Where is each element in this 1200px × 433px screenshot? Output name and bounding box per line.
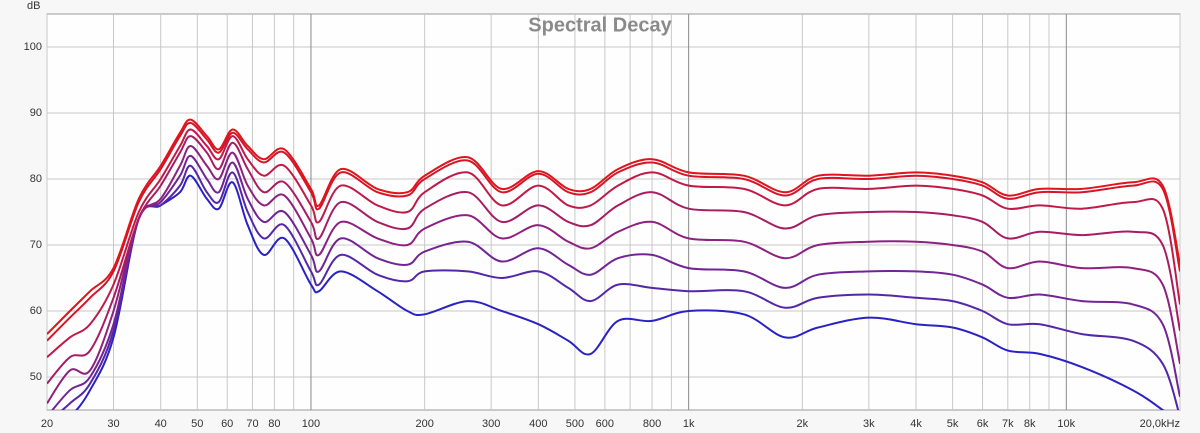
x-tick-label: 5k xyxy=(947,418,959,430)
y-tick-label: 70 xyxy=(30,239,42,251)
x-tick-label: 800 xyxy=(643,418,661,430)
x-tick-label: 30 xyxy=(107,418,119,430)
chart-title: Spectral Decay xyxy=(528,14,672,36)
x-tick-label: 70 xyxy=(246,418,258,430)
y-tick-label: 60 xyxy=(30,305,42,317)
series-line xyxy=(51,154,1180,410)
x-tick-label: 2k xyxy=(797,418,809,430)
series-line xyxy=(60,164,1180,410)
x-tick-label: 100 xyxy=(302,418,320,430)
x-tick-label: 80 xyxy=(268,418,280,430)
x-tick-label: 4k xyxy=(910,418,922,430)
y-tick-label: 80 xyxy=(30,173,42,185)
x-tick-label: 20 xyxy=(41,418,53,430)
x-tick-label: 40 xyxy=(155,418,167,430)
lines xyxy=(47,118,1180,410)
series-line xyxy=(47,144,1180,404)
plot-area xyxy=(46,13,1181,411)
y-tick-label: 90 xyxy=(30,107,42,119)
x-tick-label: 3k xyxy=(863,418,875,430)
grid xyxy=(46,14,1181,410)
x-tick-label: 10k xyxy=(1057,418,1075,430)
y-axis-label: dB xyxy=(27,0,40,12)
series-line xyxy=(47,135,1180,385)
series-line xyxy=(47,121,1180,342)
series-line xyxy=(47,128,1180,358)
x-tick-label: 500 xyxy=(566,418,584,430)
y-tick-label: 50 xyxy=(30,371,42,383)
x-tick-label: 8k xyxy=(1024,418,1036,430)
x-tick-label: 20,0kHz xyxy=(1140,418,1180,430)
x-tick-label: 400 xyxy=(529,418,547,430)
x-tick-label: 200 xyxy=(415,418,433,430)
series-line xyxy=(75,174,1165,410)
series-line xyxy=(47,118,1180,335)
x-tick-label: 300 xyxy=(482,418,500,430)
y-tick-label: 100 xyxy=(24,41,42,53)
x-tick-label: 1k xyxy=(683,418,695,430)
x-tick-label: 7k xyxy=(1002,418,1014,430)
x-tick-label: 600 xyxy=(596,418,614,430)
x-tick-label: 60 xyxy=(221,418,233,430)
x-tick-label: 50 xyxy=(191,418,203,430)
x-tick-label: 6k xyxy=(977,418,989,430)
